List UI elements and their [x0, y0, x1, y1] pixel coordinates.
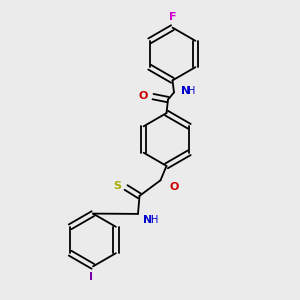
Text: S: S: [113, 181, 122, 191]
Text: H: H: [151, 215, 158, 225]
Text: N: N: [143, 215, 153, 225]
Text: F: F: [169, 12, 176, 22]
Text: N: N: [181, 86, 190, 96]
Text: H: H: [188, 86, 195, 96]
Text: I: I: [88, 272, 93, 282]
Text: O: O: [139, 91, 148, 101]
Text: O: O: [169, 182, 179, 192]
